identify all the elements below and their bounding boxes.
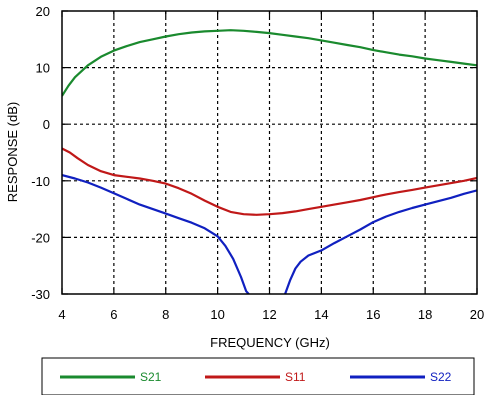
x-tick-label: 14 xyxy=(314,307,328,322)
y-tick-label: -20 xyxy=(31,230,50,245)
y-tick-label: 0 xyxy=(43,117,50,132)
x-tick-label: 18 xyxy=(418,307,432,322)
legend-label-s11: S11 xyxy=(285,370,306,384)
series-line-s22 xyxy=(62,174,250,294)
series-line-s21 xyxy=(62,29,477,97)
legend-label-s21: S21 xyxy=(140,370,162,384)
series-lines xyxy=(62,29,477,294)
y-tick-label: -10 xyxy=(31,174,50,189)
y-tick-label: -30 xyxy=(31,287,50,302)
series-line-s11 xyxy=(62,147,477,216)
x-tick-label: 16 xyxy=(366,307,380,322)
legend-label-s22: S22 xyxy=(430,370,452,384)
y-axis-label: RESPONSE (dB) xyxy=(5,102,20,202)
y-tick-label: 20 xyxy=(36,4,50,19)
x-tick-label: 20 xyxy=(470,307,484,322)
grid-lines xyxy=(62,11,477,294)
legend: S21 S11 S22 xyxy=(60,370,452,384)
tick-labels: 4 6 8 10 12 14 16 18 20 -30 -20 -10 0 10 20 xyxy=(31,4,484,322)
series-line-s22-right xyxy=(284,189,477,294)
x-tick-label: 8 xyxy=(162,307,169,322)
x-axis-label: FREQUENCY (GHz) xyxy=(210,335,330,350)
x-tick-label: 4 xyxy=(58,307,65,322)
x-tick-label: 12 xyxy=(262,307,276,322)
y-tick-label: 10 xyxy=(36,61,50,76)
x-tick-label: 10 xyxy=(210,307,224,322)
tick-marks xyxy=(61,10,478,295)
x-tick-label: 6 xyxy=(110,307,117,322)
